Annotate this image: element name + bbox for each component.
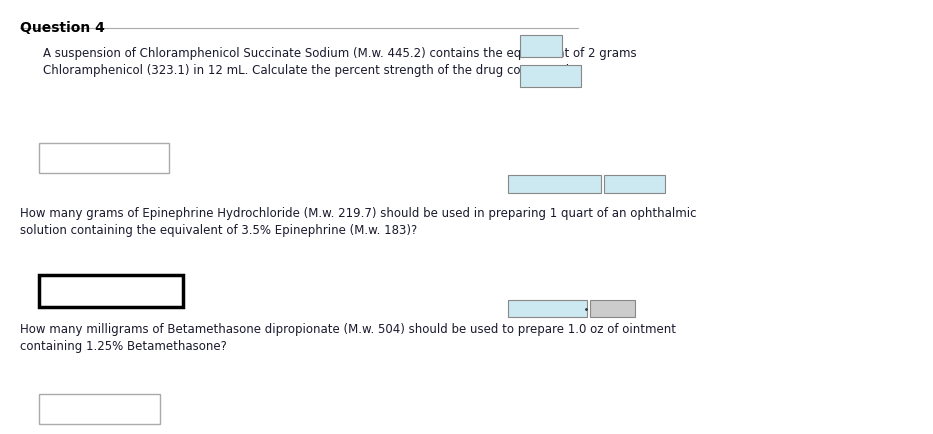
FancyBboxPatch shape <box>38 394 160 424</box>
FancyBboxPatch shape <box>508 301 588 317</box>
FancyBboxPatch shape <box>508 175 602 193</box>
FancyBboxPatch shape <box>591 301 634 317</box>
FancyBboxPatch shape <box>521 36 563 57</box>
Text: How many grams of Epinephrine Hydrochloride (M.w. 219.7) should be used in prepa: How many grams of Epinephrine Hydrochlor… <box>20 206 697 236</box>
FancyBboxPatch shape <box>521 66 581 88</box>
Text: A suspension of Chloramphenicol Succinate Sodium (M.w. 445.2) contains the equiv: A suspension of Chloramphenicol Succinat… <box>43 47 637 76</box>
FancyBboxPatch shape <box>605 175 664 193</box>
FancyBboxPatch shape <box>38 144 169 174</box>
FancyBboxPatch shape <box>38 275 183 308</box>
Text: Question 4: Question 4 <box>20 21 104 35</box>
Text: How many milligrams of Betamethasone dipropionate (M.w. 504) should be used to p: How many milligrams of Betamethasone dip… <box>20 322 676 352</box>
